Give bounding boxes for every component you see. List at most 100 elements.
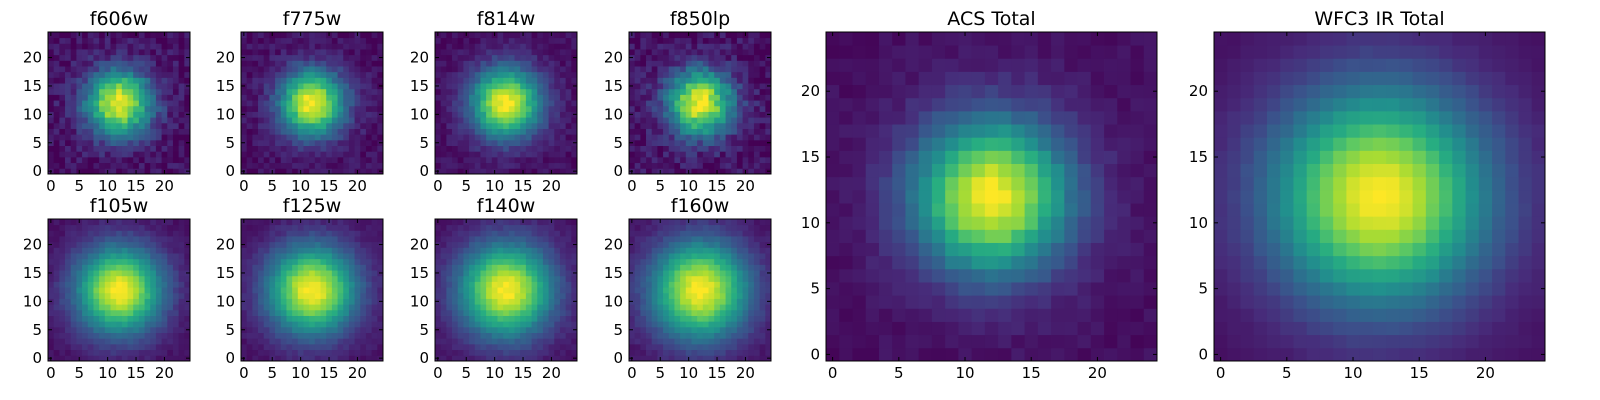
- heatmap-cell: [697, 105, 704, 112]
- heatmap-cell: [82, 105, 89, 112]
- heatmap-cell: [343, 247, 350, 254]
- heatmap-cell: [753, 315, 761, 322]
- heatmap-cell: [133, 37, 140, 44]
- heatmap-cell: [640, 309, 647, 316]
- heatmap-cell: [508, 230, 515, 237]
- heatmap-cell: [452, 49, 459, 56]
- heatmap-cell: [320, 145, 327, 152]
- heatmap-cell: [65, 281, 72, 288]
- heatmap-cell: [736, 77, 743, 84]
- heatmap-cell: [99, 230, 106, 237]
- heatmap-cell: [452, 134, 459, 141]
- heatmap-cell: [93, 128, 100, 135]
- heatmap-cell: [269, 54, 276, 61]
- heatmap-cell: [150, 355, 157, 362]
- heatmap-cell: [663, 355, 670, 362]
- heatmap-cell: [452, 105, 459, 112]
- heatmap-cell: [161, 122, 168, 129]
- heatmap-cell: [172, 105, 180, 112]
- heatmap-cell: [258, 355, 265, 362]
- heatmap-cell: [759, 326, 766, 333]
- heatmap-cell: [303, 60, 310, 67]
- heatmap-cell: [554, 292, 561, 299]
- heatmap-cell: [53, 151, 60, 158]
- heatmap-cell: [435, 224, 442, 231]
- heatmap-cell: [133, 71, 140, 78]
- heatmap-cell: [303, 343, 310, 351]
- heatmap-cell: [748, 349, 755, 356]
- x-tick-label: 15: [319, 364, 338, 382]
- heatmap-cell: [486, 264, 493, 271]
- heatmap-cell: [497, 292, 504, 299]
- heatmap-cell: [150, 258, 157, 265]
- heatmap-cell: [697, 54, 704, 61]
- heatmap-cell: [371, 151, 378, 158]
- heatmap-cell: [548, 134, 555, 141]
- heatmap-cell: [537, 275, 544, 282]
- heatmap-cell: [508, 134, 515, 141]
- heatmap-cell: [531, 117, 538, 124]
- heatmap-cell: [269, 156, 276, 164]
- heatmap-cell: [753, 111, 761, 118]
- heatmap-cell: [48, 117, 55, 124]
- heatmap-cell: [731, 343, 738, 351]
- heatmap-cell: [104, 241, 111, 248]
- heatmap-cell: [634, 117, 641, 124]
- heatmap-cell: [565, 111, 572, 118]
- heatmap-cell: [87, 60, 94, 67]
- heatmap-cell: [110, 43, 117, 50]
- heatmap-cell: [144, 309, 151, 316]
- heatmap-cell: [674, 60, 681, 67]
- heatmap-cell: [280, 332, 287, 339]
- heatmap-cell: [731, 304, 738, 311]
- heatmap-cell: [280, 219, 287, 226]
- heatmap-cell: [59, 219, 66, 226]
- heatmap-cell: [360, 224, 367, 231]
- heatmap-cell: [241, 151, 248, 158]
- heatmap-cell: [731, 83, 738, 90]
- heatmap-cell: [634, 292, 641, 299]
- heatmap-cell: [292, 275, 299, 282]
- heatmap-cell: [252, 156, 259, 164]
- heatmap-cell: [514, 219, 521, 226]
- heatmap-cell: [646, 32, 653, 39]
- heatmap-cell: [53, 343, 60, 351]
- heatmap-cell: [116, 139, 123, 146]
- heatmap-cell: [377, 60, 384, 67]
- heatmap-cell: [537, 94, 544, 101]
- heatmap-cell: [53, 292, 60, 299]
- heatmap-cell: [565, 88, 572, 95]
- heatmap-cell: [446, 128, 453, 135]
- heatmap-cell: [525, 230, 532, 237]
- heatmap-cell: [708, 292, 715, 299]
- heatmap-cell: [150, 321, 157, 328]
- heatmap-cell: [640, 49, 647, 56]
- heatmap-cell: [629, 343, 636, 351]
- heatmap-cell: [167, 71, 174, 78]
- heatmap-cell: [246, 287, 253, 294]
- heatmap-cell: [161, 292, 168, 299]
- heatmap-cell: [629, 100, 636, 107]
- heatmap-cell: [116, 304, 123, 311]
- heatmap-cell: [742, 343, 749, 351]
- heatmap-cell: [371, 281, 378, 288]
- heatmap-cell: [241, 309, 248, 316]
- heatmap-cell: [674, 128, 681, 135]
- heatmap-cell: [480, 54, 487, 61]
- heatmap-cell: [258, 32, 265, 39]
- heatmap-cell: [326, 281, 333, 288]
- heatmap-cell: [663, 100, 670, 107]
- heatmap-cell: [480, 117, 487, 124]
- heatmap-cell: [167, 105, 174, 112]
- heatmap-cell: [292, 281, 299, 288]
- heatmap-cell: [331, 111, 338, 118]
- heatmap-cell: [531, 230, 538, 237]
- heatmap-cell: [525, 162, 532, 169]
- heatmap-cell: [697, 355, 704, 362]
- heatmap-cell: [514, 100, 521, 107]
- heatmap-cell: [155, 60, 162, 67]
- heatmap-cell: [491, 151, 498, 158]
- heatmap-cell: [99, 83, 106, 90]
- heatmap-cell: [337, 37, 344, 44]
- heatmap-cell: [360, 247, 367, 254]
